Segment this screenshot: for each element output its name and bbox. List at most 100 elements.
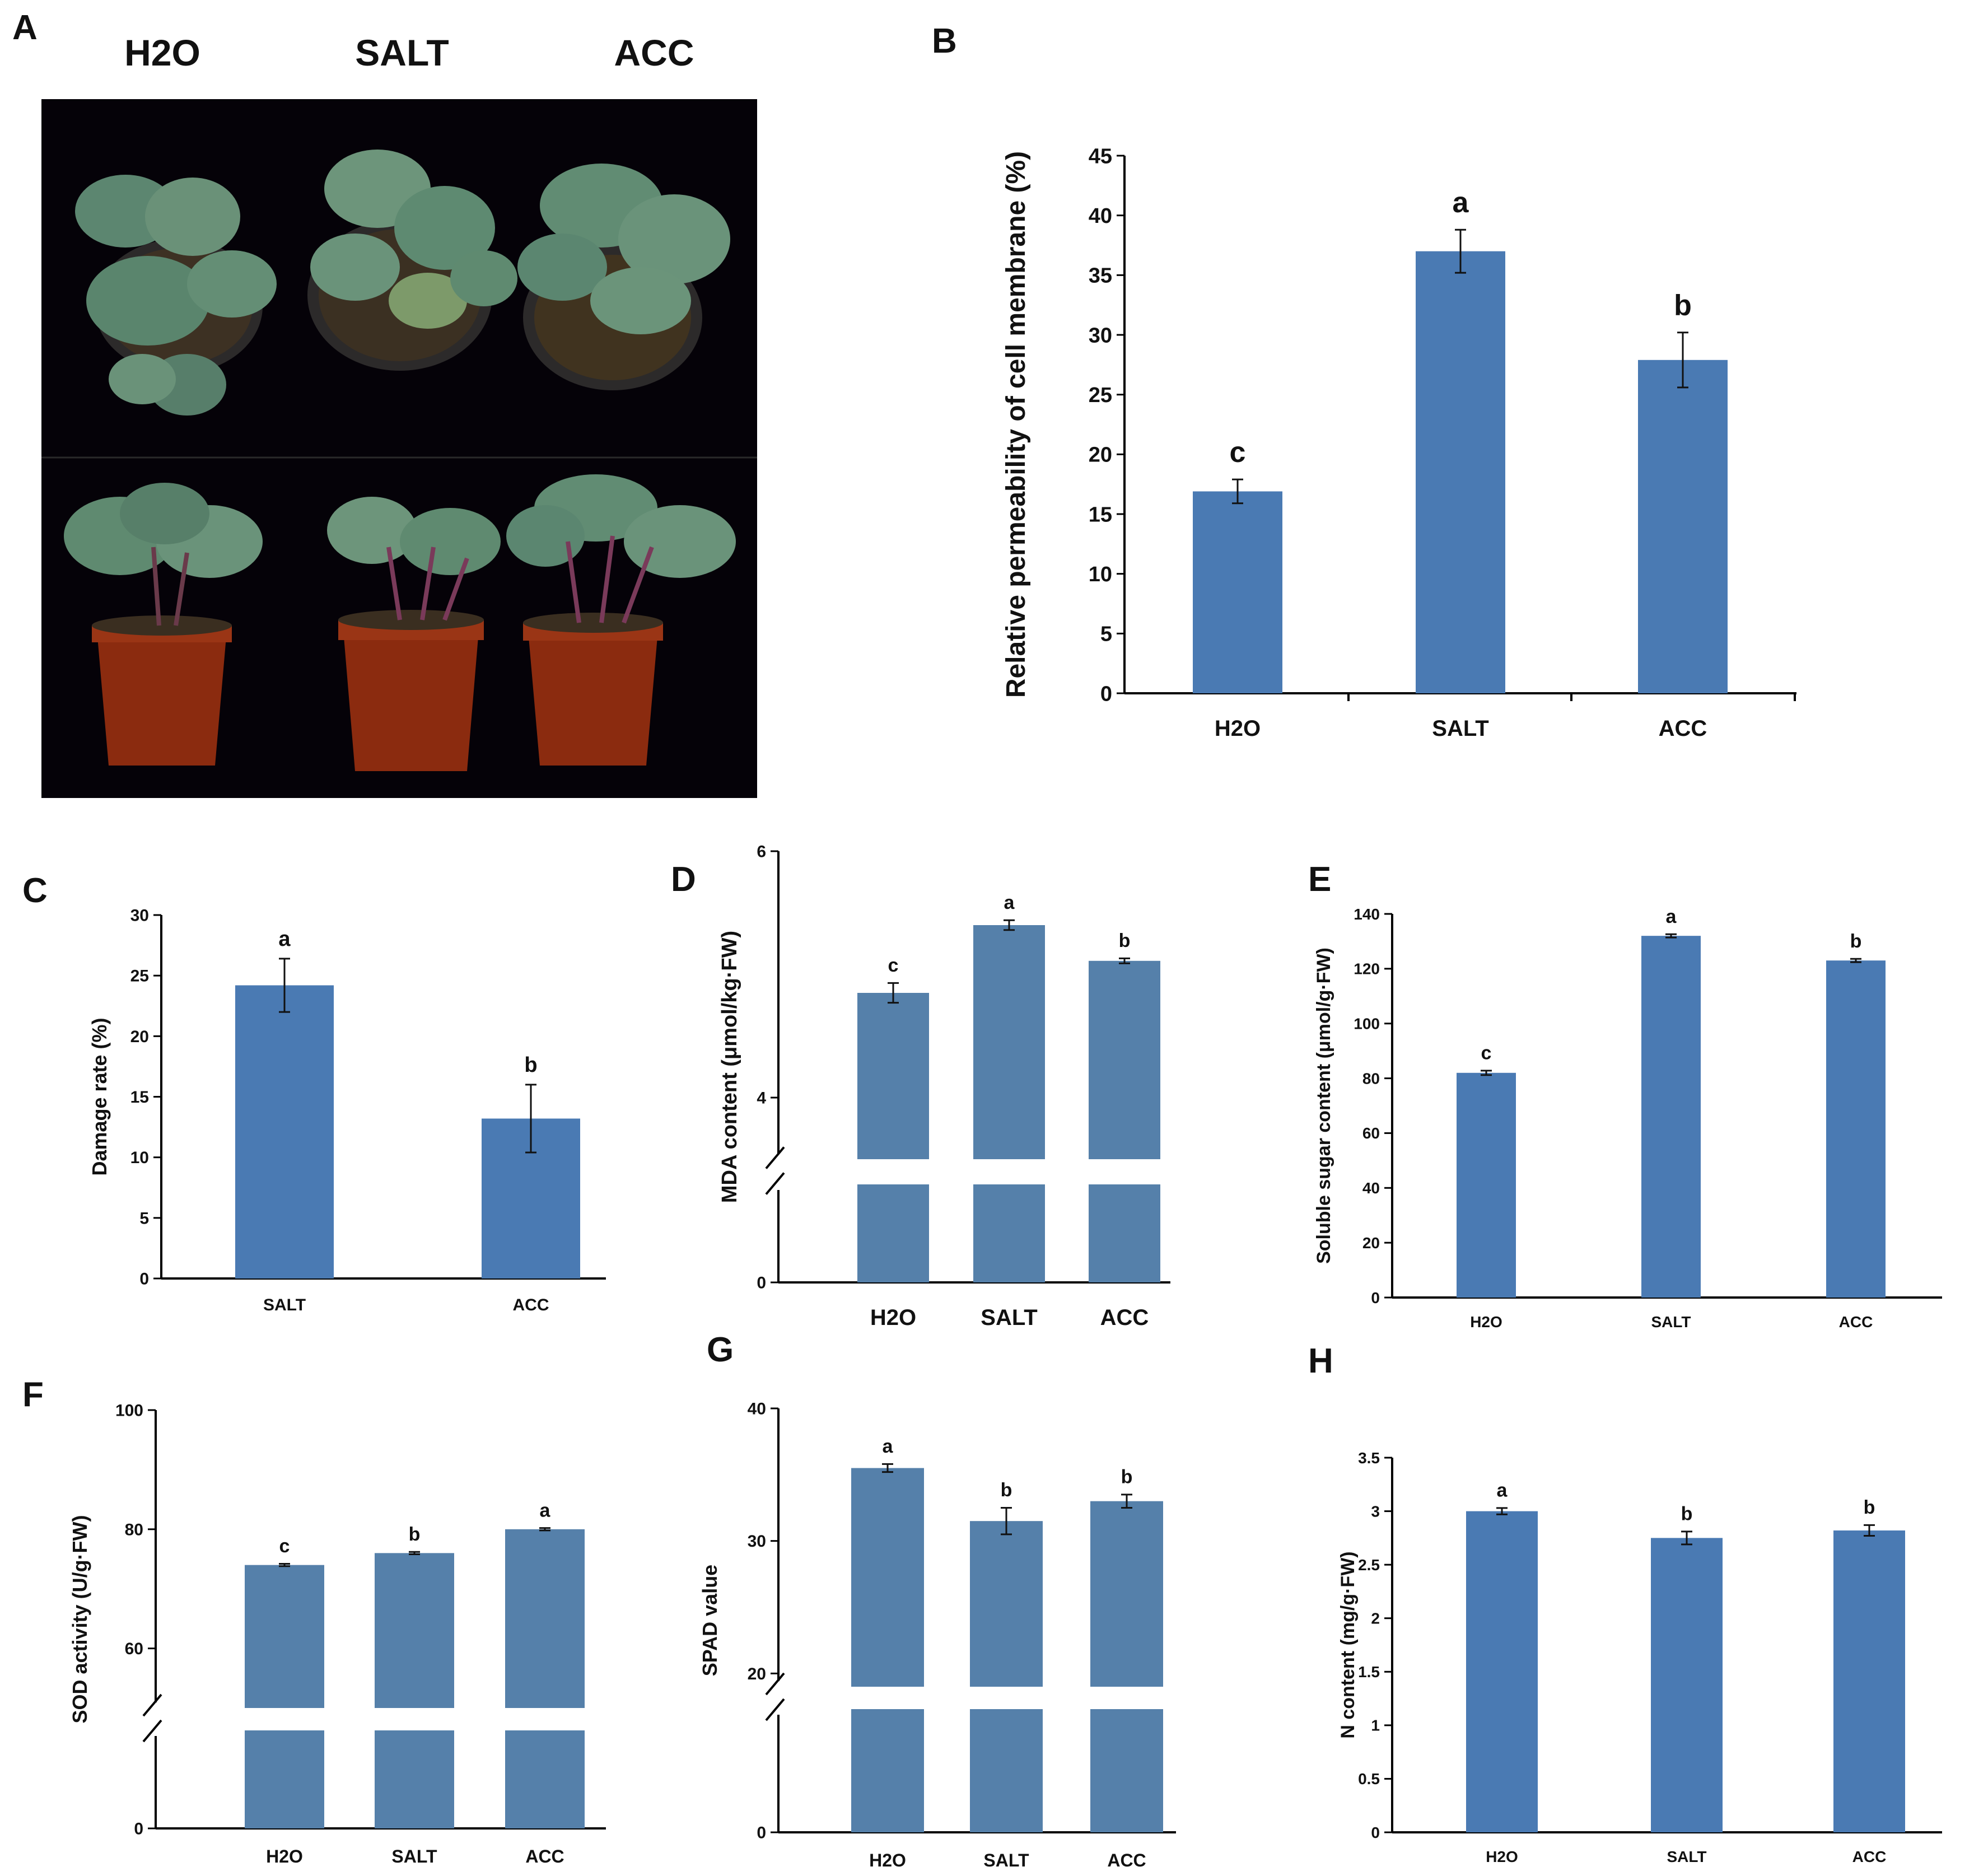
chart-b-category-label: SALT (1432, 716, 1488, 741)
panel-label-e: E (1308, 860, 1332, 899)
chart-d-bar (857, 993, 929, 1159)
chart-c-y-tick-label: 15 (130, 1088, 149, 1107)
chart-b-y-tick-label: 45 (1089, 144, 1112, 168)
chart-h-y-tick-label: 3.5 (1358, 1449, 1380, 1467)
chart-c-y-tick-label: 25 (130, 967, 149, 986)
chart-d-y-tick-label: 6 (757, 843, 766, 861)
chart-f-category-label: SALT (391, 1846, 437, 1866)
chart-c-y-tick-label: 0 (139, 1270, 149, 1289)
chart-g-y-tick-label: 0 (757, 1824, 766, 1842)
chart-d-bar-lower (1089, 1184, 1160, 1282)
chart-c-y-axis-label: Damage rate (%) (88, 1018, 111, 1175)
chart-h-category-label: H2O (1486, 1848, 1518, 1865)
chart-g-significance-label: b (1001, 1480, 1012, 1501)
chart-c-bar (235, 985, 334, 1278)
panel-label-a: A (12, 8, 38, 47)
chart-f-bar-lower (375, 1730, 454, 1828)
chart-e-bar (1826, 960, 1886, 1298)
chart-h-y-tick-label: 3 (1371, 1502, 1380, 1520)
chart-e-y-tick-label: 0 (1371, 1289, 1380, 1306)
chart-h-y-tick-label: 2.5 (1358, 1556, 1380, 1574)
panel-label-g: G (707, 1331, 734, 1369)
chart-d-category-label: ACC (1100, 1305, 1149, 1330)
chart-b-y-tick-label: 20 (1089, 444, 1112, 467)
chart-f-axis-break-mark (142, 1719, 162, 1743)
chart-g-bar-lower (970, 1709, 1043, 1832)
chart-f-category-label: H2O (266, 1846, 303, 1866)
chart-e-bar (1457, 1072, 1516, 1298)
chart-g-y-tick-label: 30 (748, 1532, 766, 1551)
chart-b-y-tick-label: 10 (1089, 563, 1112, 586)
side-view-acc (506, 474, 736, 766)
chart-h-y-tick-label: 0 (1371, 1824, 1380, 1841)
chart-h-y-tick-label: 2 (1371, 1610, 1380, 1627)
chart-f-y-tick-label: 60 (125, 1640, 143, 1658)
chart-c-y-tick-label: 30 (130, 907, 149, 925)
plant-photo-illustration (41, 99, 757, 798)
chart-f-bar-lower (245, 1730, 324, 1828)
top-view-h2o (75, 175, 277, 416)
chart-c-category-label: SALT (263, 1296, 306, 1314)
chart-g-bar (1090, 1501, 1163, 1687)
panel-label-h: H (1308, 1342, 1333, 1380)
chart-f-y-tick-label: 0 (134, 1820, 143, 1838)
chart-g-category-label: SALT (983, 1850, 1029, 1870)
chart-e-category-label: H2O (1470, 1313, 1502, 1331)
chart-f-y-tick-label: 100 (115, 1402, 143, 1420)
chart-e-bar (1641, 936, 1701, 1298)
chart-d-y-tick-label: 4 (757, 1089, 766, 1108)
chart-f-y-tick-label: 80 (125, 1520, 143, 1539)
chart-e-y-tick-label: 120 (1354, 960, 1380, 978)
chart-g-category-label: H2O (869, 1850, 906, 1870)
chart-d-bar-lower (973, 1184, 1045, 1282)
chart-b-significance-label: a (1453, 186, 1469, 219)
chart-d-axis-break-mark (765, 1146, 785, 1169)
panel-label-c: C (22, 871, 48, 910)
chart-g-bar-lower (851, 1709, 924, 1832)
chart-b-significance-label: c (1230, 436, 1246, 469)
chart-d-significance-label: c (888, 955, 899, 976)
chart-d-bar (1089, 960, 1160, 1159)
chart-g-significance-label: a (883, 1436, 894, 1457)
chart-h-bar (1466, 1511, 1538, 1832)
photo-label-acc: ACC (614, 32, 694, 73)
chart-e-y-tick-label: 40 (1362, 1179, 1380, 1197)
chart-b-y-tick-label: 15 (1089, 503, 1112, 526)
chart-f-significance-label: c (279, 1536, 290, 1557)
chart-d-bar-lower (857, 1184, 929, 1282)
chart-h-y-tick-label: 0.5 (1358, 1770, 1380, 1788)
chart-b-bar (1638, 360, 1728, 693)
chart-g-bar (851, 1468, 924, 1687)
chart-e-category-label: SALT (1651, 1313, 1691, 1331)
chart-f-bar (375, 1553, 454, 1708)
chart-d-axis-break-mark (765, 1172, 785, 1195)
photo-label-h2o: H2O (124, 32, 200, 73)
chart-b-y-axis-label: Relative permeability of cell membrane (… (1001, 151, 1031, 698)
chart-h-y-axis-label: N content (mg/g·FW) (1337, 1551, 1359, 1738)
chart-h-significance-label: a (1497, 1480, 1508, 1501)
chart-f-significance-label: a (540, 1500, 551, 1521)
top-view-acc (517, 164, 730, 390)
chart-d-y-axis-label: MDA content (μmol/kg·FW) (718, 931, 741, 1203)
chart-f-y-axis-label: SOD activity (U/g·FW) (68, 1515, 91, 1723)
chart-d-bar (973, 925, 1045, 1159)
chart-h-y-tick-label: 1.5 (1358, 1663, 1380, 1681)
chart-g-category-label: ACC (1107, 1850, 1146, 1870)
chart-f-bar (505, 1529, 585, 1708)
chart-b-category-label: H2O (1215, 716, 1261, 741)
chart-h-bar (1833, 1530, 1905, 1832)
chart-e-significance-label: b (1850, 931, 1862, 952)
chart-e-y-tick-label: 140 (1354, 906, 1380, 923)
chart-e-y-tick-label: 80 (1362, 1070, 1380, 1087)
chart-g-y-axis-label: SPAD value (698, 1565, 721, 1676)
chart-c-y-tick-label: 20 (130, 1028, 149, 1046)
chart-f-axis-break-mark (142, 1693, 162, 1717)
chart-g-axis-break-mark (765, 1672, 785, 1696)
chart-g-bar-lower (1090, 1709, 1163, 1832)
chart-h-bar (1651, 1538, 1723, 1832)
chart-b-category-label: ACC (1659, 716, 1707, 741)
chart-g-y-tick-label: 40 (748, 1400, 766, 1418)
chart-h-significance-label: b (1864, 1497, 1875, 1518)
chart-b-significance-label: b (1674, 290, 1692, 322)
top-view-salt (307, 150, 517, 371)
